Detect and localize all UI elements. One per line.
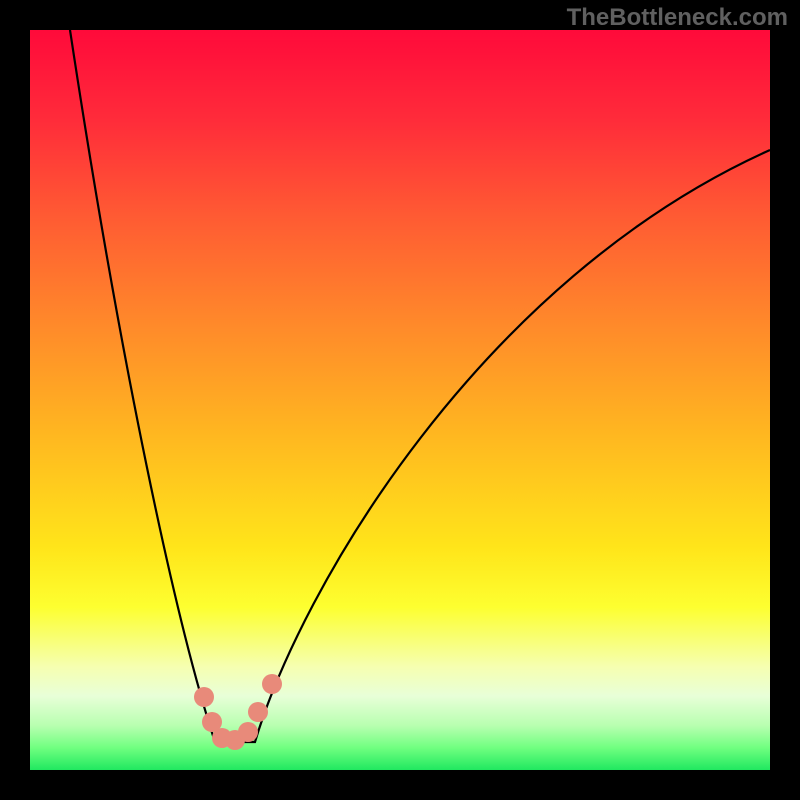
data-marker (238, 722, 258, 742)
plot-area (30, 30, 770, 770)
bottleneck-chart (0, 0, 800, 800)
data-marker (262, 674, 282, 694)
data-marker (194, 687, 214, 707)
chart-container: TheBottleneck.com (0, 0, 800, 800)
watermark-text: TheBottleneck.com (567, 4, 788, 32)
data-marker (248, 702, 268, 722)
